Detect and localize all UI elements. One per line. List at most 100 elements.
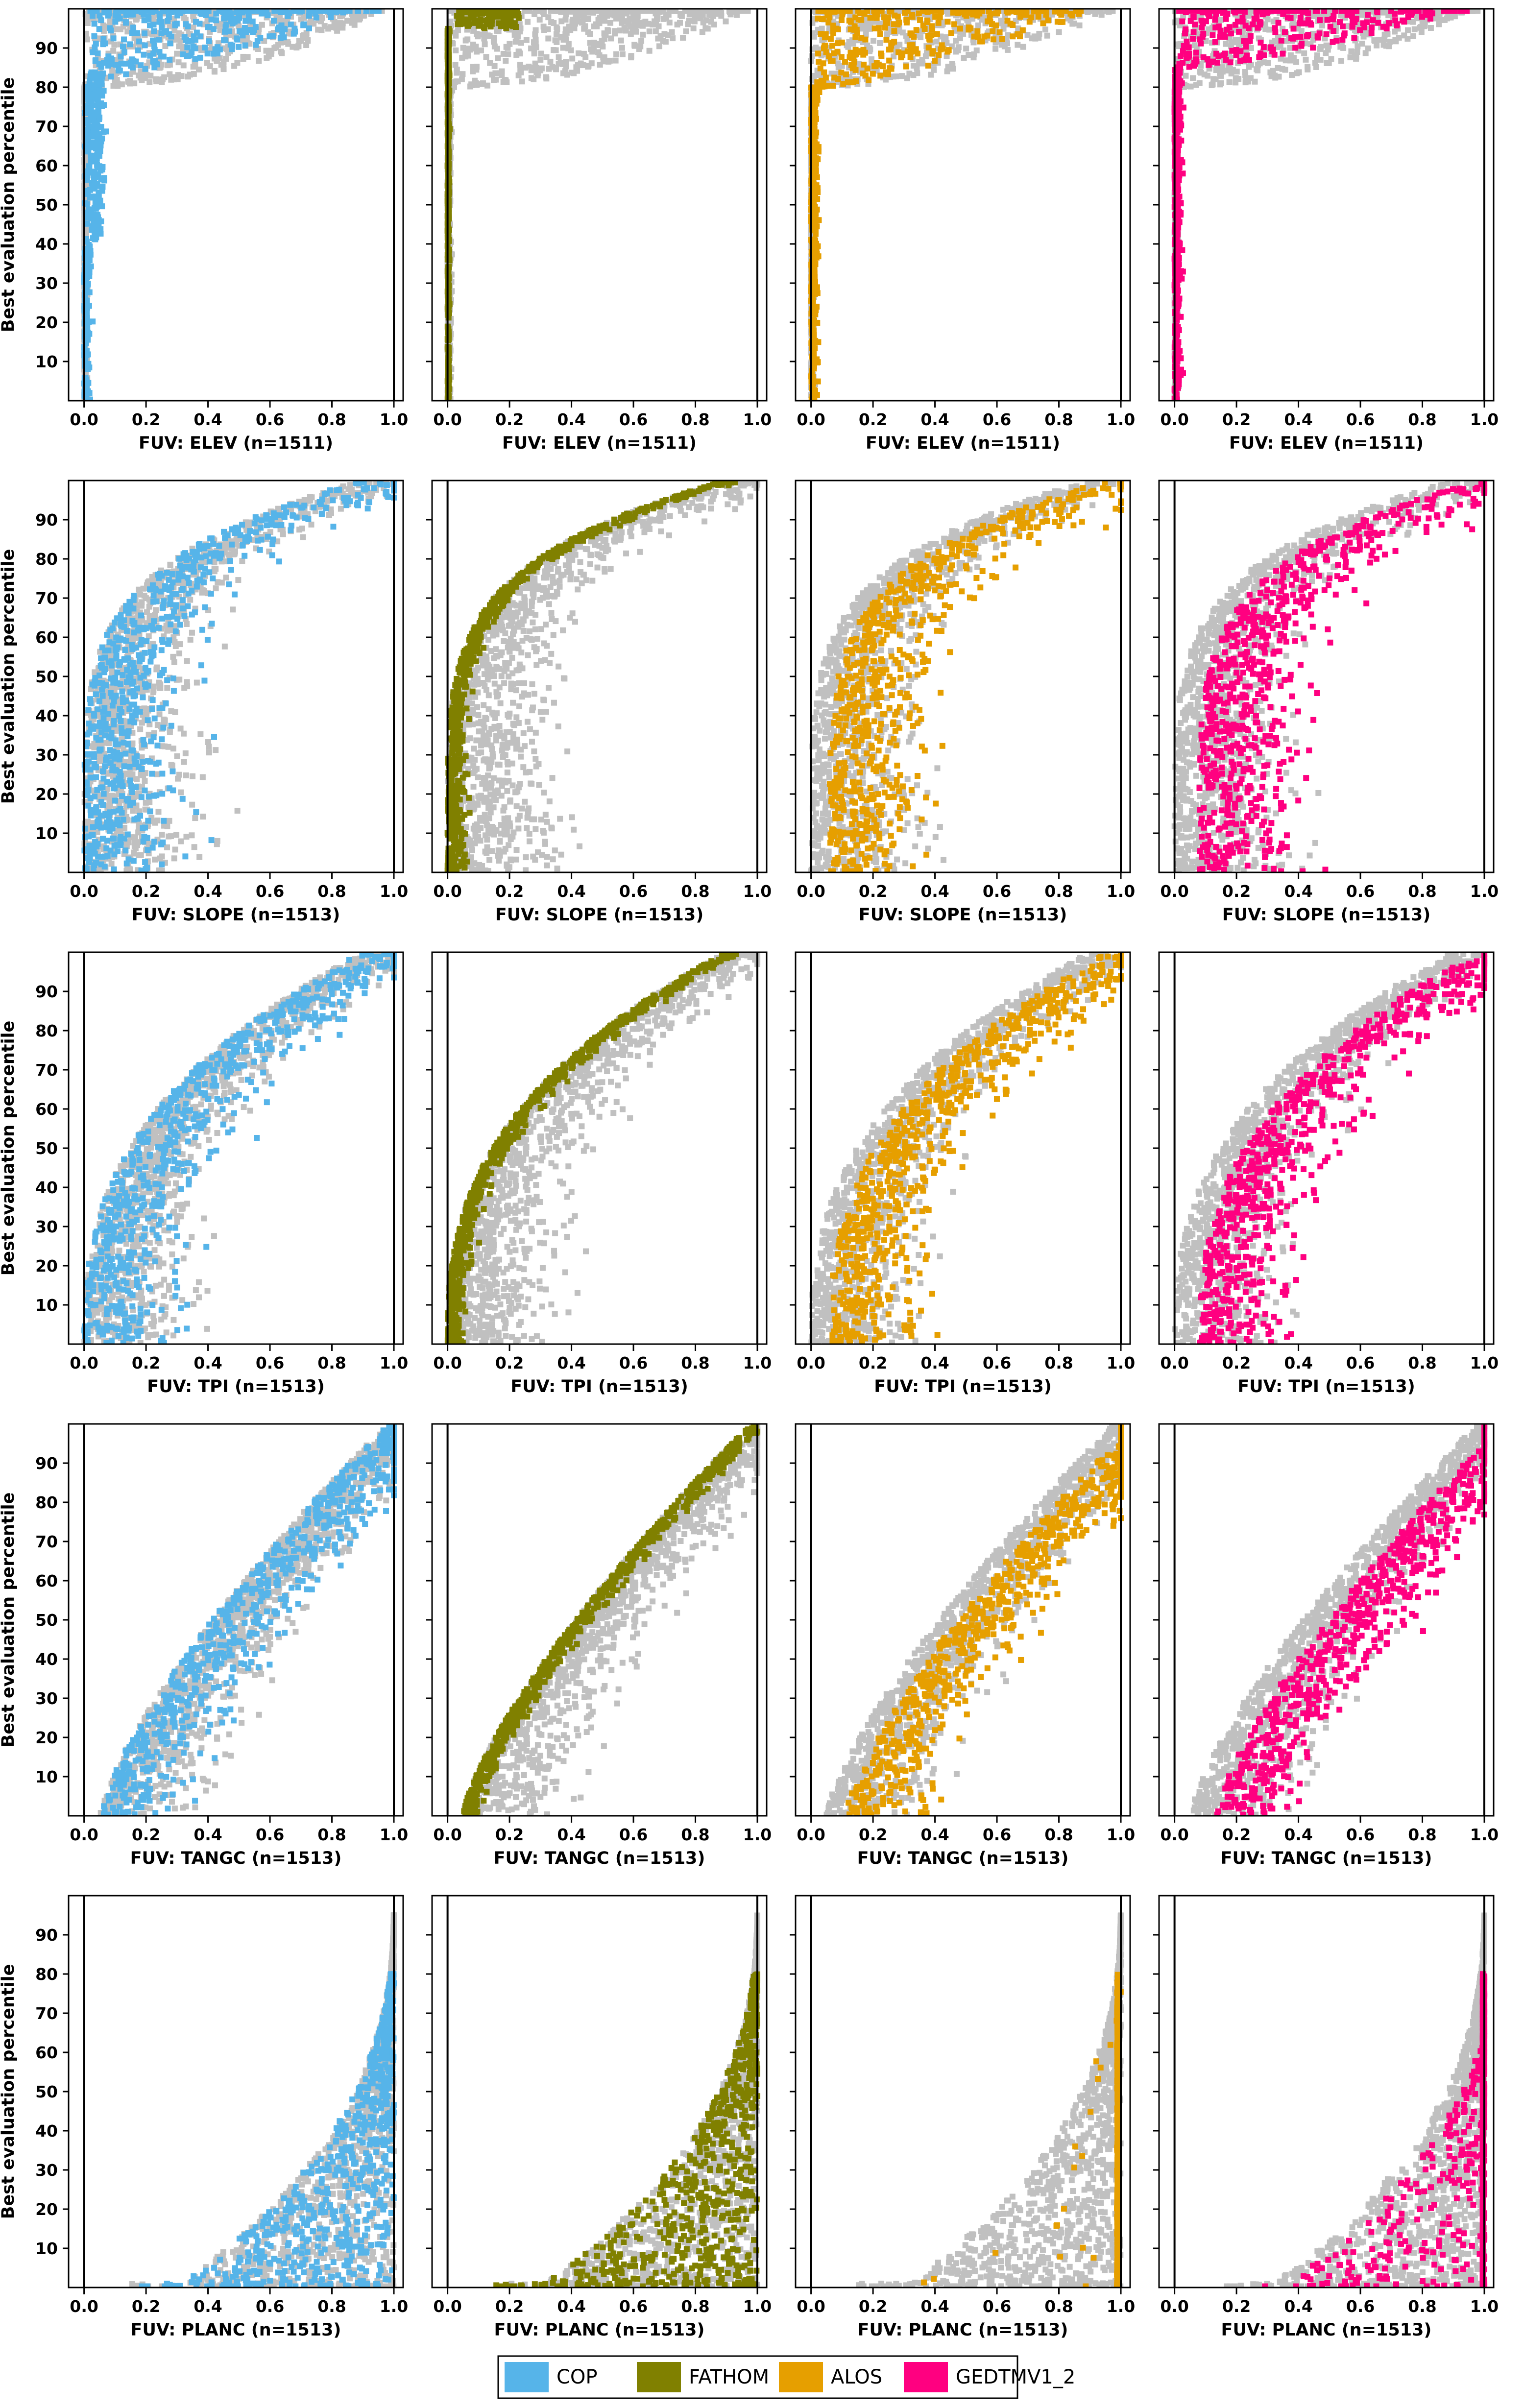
grey-point xyxy=(450,9,456,14)
data-point-alos xyxy=(816,59,822,65)
grey-point xyxy=(464,50,471,56)
data-point-cop xyxy=(222,28,228,35)
data-point-cop xyxy=(337,9,343,14)
data-point-cop xyxy=(179,9,186,15)
data-point-cop xyxy=(141,17,147,24)
grey-point xyxy=(325,25,332,32)
grey-point xyxy=(207,63,213,70)
grey-point xyxy=(360,13,366,19)
data-point-cop xyxy=(141,51,147,58)
grey-point xyxy=(580,62,586,69)
grey-point xyxy=(543,74,549,80)
grey-point xyxy=(713,9,720,14)
grey-point xyxy=(506,26,512,33)
grey-point xyxy=(690,25,697,31)
grey-point xyxy=(533,44,539,50)
grey-point xyxy=(537,57,544,63)
data-point-cop xyxy=(214,44,220,50)
data-point-cop xyxy=(363,9,369,14)
data-point-cop xyxy=(328,14,334,20)
grey-point xyxy=(240,53,246,60)
data-point-cop xyxy=(172,21,178,27)
data-point-alos xyxy=(829,43,836,49)
data-point-alos xyxy=(990,28,996,34)
grey-point xyxy=(474,48,480,55)
data-point-cop xyxy=(87,396,93,401)
data-point-cop xyxy=(151,43,158,49)
data-point-cop xyxy=(87,194,93,201)
grey-point xyxy=(115,83,121,89)
data-point-cop xyxy=(235,18,241,24)
grey-point xyxy=(627,9,633,15)
data-point-cop xyxy=(308,9,314,14)
data-point-alos xyxy=(903,63,909,70)
data-point-cop xyxy=(84,274,90,280)
grey-point xyxy=(545,14,552,21)
grey-point xyxy=(162,43,169,49)
grey-point xyxy=(970,39,977,46)
grey-point xyxy=(263,48,269,54)
data-point-cop xyxy=(97,231,104,237)
grey-point xyxy=(711,22,717,28)
data-point-cop xyxy=(95,101,101,107)
grey-point xyxy=(585,16,591,22)
grey-point xyxy=(975,22,981,28)
grey-point xyxy=(155,76,161,83)
grey-point xyxy=(904,75,910,81)
y-tick-label: 30 xyxy=(35,274,58,293)
data-point-fathom xyxy=(483,17,489,24)
grey-point xyxy=(734,9,740,14)
x-tick-label: 0.2 xyxy=(132,410,160,429)
data-point-cop xyxy=(291,25,298,32)
data-point-cop xyxy=(123,12,129,18)
grey-point xyxy=(516,49,522,55)
y-axis-title: Best evaluation percentile xyxy=(0,77,18,333)
data-point-cop xyxy=(210,26,217,32)
grey-point xyxy=(941,37,947,44)
grey-point xyxy=(591,9,597,14)
grey-point xyxy=(619,51,626,57)
data-point-cop xyxy=(92,93,98,99)
x-tick-label: 0.6 xyxy=(256,410,284,429)
data-point-alos xyxy=(838,17,845,23)
data-point-cop xyxy=(277,35,284,41)
grey-point xyxy=(528,67,534,73)
x-tick-label: 1.0 xyxy=(743,410,772,429)
data-point-cop xyxy=(236,44,242,50)
grey-point xyxy=(573,64,580,71)
grey-point xyxy=(167,71,173,77)
grey-point xyxy=(538,50,544,57)
grey-point xyxy=(351,17,357,23)
grey-point xyxy=(1110,9,1116,14)
grey-point xyxy=(547,58,554,65)
grey-point xyxy=(271,45,278,51)
data-point-cop xyxy=(84,127,91,133)
grey-point xyxy=(916,59,922,65)
data-point-cop xyxy=(265,12,271,19)
grey-point xyxy=(282,39,288,45)
data-point-cop xyxy=(184,9,190,14)
grey-point xyxy=(303,42,310,48)
data-point-alos xyxy=(907,54,914,60)
grey-point xyxy=(543,54,550,60)
data-point-cop xyxy=(167,40,173,47)
grey-point xyxy=(493,76,499,83)
grey-point xyxy=(511,29,518,35)
grey-point xyxy=(503,58,509,64)
data-point-cop xyxy=(208,16,215,23)
grey-point xyxy=(688,9,695,14)
data-point-cop xyxy=(133,9,139,14)
grey-point xyxy=(660,16,667,22)
grey-point xyxy=(858,25,864,32)
grey-point xyxy=(605,9,612,14)
data-point-cop xyxy=(100,129,107,135)
data-point-cop xyxy=(316,9,323,14)
grey-point xyxy=(495,55,501,61)
grey-point xyxy=(899,73,905,79)
data-point-alos xyxy=(831,74,838,81)
y-tick-label: 20 xyxy=(35,313,58,332)
y-tick-label: 80 xyxy=(35,78,58,97)
data-point-cop xyxy=(299,9,305,14)
grey-point xyxy=(492,70,499,76)
